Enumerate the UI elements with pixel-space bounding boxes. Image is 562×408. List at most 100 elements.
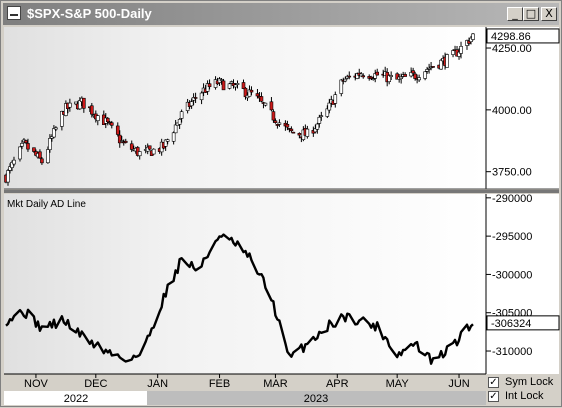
panel-divider[interactable] <box>4 190 559 193</box>
price-candle <box>424 72 427 79</box>
price-candle <box>130 144 133 150</box>
price-candle <box>38 152 41 158</box>
price-candle <box>152 149 155 154</box>
month-label-jun: JUN <box>448 378 469 390</box>
price-candle <box>432 66 435 67</box>
price-candle <box>460 46 463 53</box>
price-candle <box>320 116 323 117</box>
price-candle <box>412 71 415 73</box>
price-candle <box>174 125 177 133</box>
price-candle <box>180 112 183 119</box>
price-candle <box>278 123 281 125</box>
price-candle <box>166 140 169 142</box>
price-candle <box>220 80 223 81</box>
price-candle <box>110 123 113 126</box>
price-candle <box>256 94 259 96</box>
price-candle <box>12 160 15 164</box>
price-candle <box>414 74 417 79</box>
price-candle <box>428 68 431 69</box>
month-label-may: MAY <box>386 378 410 390</box>
price-tick-label: 4250.00 <box>492 43 532 55</box>
price-candle <box>124 141 127 142</box>
price-candle <box>24 141 27 143</box>
sym-lock-label: Sym Lock <box>505 376 553 388</box>
month-label-jan: JAN <box>147 378 168 390</box>
price-candle <box>148 146 151 149</box>
price-candle <box>292 132 295 133</box>
price-candle <box>90 106 93 114</box>
price-candle <box>230 82 233 84</box>
price-candle <box>172 133 175 142</box>
year-label-2023: 2023 <box>304 393 328 405</box>
price-candle <box>362 76 365 77</box>
price-candle <box>82 98 85 108</box>
price-candle <box>6 171 9 183</box>
price-candle <box>290 129 293 131</box>
price-candle <box>26 143 29 149</box>
year-label-2022: 2022 <box>64 393 88 405</box>
price-candle <box>306 129 309 136</box>
price-candle <box>260 97 263 102</box>
price-candle <box>328 103 331 110</box>
price-tick-label: 4000.00 <box>492 105 532 117</box>
price-candle <box>274 121 277 123</box>
price-candle <box>286 124 289 127</box>
price-last-value: 4298.86 <box>491 31 531 43</box>
price-candle <box>418 78 421 80</box>
price-candle <box>194 97 197 98</box>
ad-tick-label: -290000 <box>492 193 532 205</box>
ad-tick-label: -295000 <box>492 231 532 243</box>
price-candle <box>400 77 403 79</box>
price-candle <box>54 128 57 129</box>
price-tick-label: 3750.00 <box>492 167 532 179</box>
price-candle <box>222 81 225 90</box>
month-label-mar: MAR <box>263 378 288 390</box>
price-candle <box>68 103 71 107</box>
price-candle <box>120 141 123 142</box>
price-candle <box>242 82 245 88</box>
month-label-nov: NOV <box>24 378 49 390</box>
month-label-apr: APR <box>326 378 349 390</box>
indicator-title: Mkt Daily AD Line <box>7 199 86 210</box>
month-label-feb: FEB <box>209 378 230 390</box>
price-candle <box>316 124 319 129</box>
ad-last-value: -306324 <box>491 318 531 330</box>
price-candle <box>446 55 449 68</box>
price-candle <box>234 85 237 87</box>
price-candle <box>440 60 443 69</box>
price-candle <box>18 147 21 159</box>
price-candle <box>40 159 43 163</box>
price-candle <box>208 84 211 87</box>
price-candle <box>272 112 275 120</box>
price-candle <box>264 103 267 105</box>
price-candle <box>106 118 109 121</box>
date-axis <box>4 374 486 390</box>
price-candle <box>270 102 273 110</box>
int-lock-label: Int Lock <box>505 390 544 402</box>
sym-lock-checkbox[interactable]: ✓ <box>488 377 499 388</box>
price-candle <box>52 129 55 138</box>
price-candle <box>318 117 321 123</box>
price-candle <box>190 102 193 106</box>
price-candle <box>96 116 99 121</box>
ad-tick-label: -300000 <box>492 269 532 281</box>
price-candle <box>334 95 337 104</box>
price-candle <box>178 119 181 124</box>
ad-tick-label: -310000 <box>492 346 532 358</box>
price-candle <box>200 93 203 100</box>
price-candle <box>236 83 239 84</box>
price-candle <box>344 79 347 81</box>
price-candle <box>116 126 119 135</box>
price-candle <box>298 133 301 135</box>
int-lock-checkbox[interactable]: ✓ <box>488 391 499 402</box>
price-candle <box>228 84 231 89</box>
price-candle <box>46 149 49 162</box>
price-candle <box>426 69 429 71</box>
price-candle <box>250 90 253 92</box>
price-candle <box>340 80 343 94</box>
price-candle <box>48 138 51 149</box>
indicator-panel[interactable] <box>4 194 486 374</box>
month-label-dec: DEC <box>84 378 107 390</box>
